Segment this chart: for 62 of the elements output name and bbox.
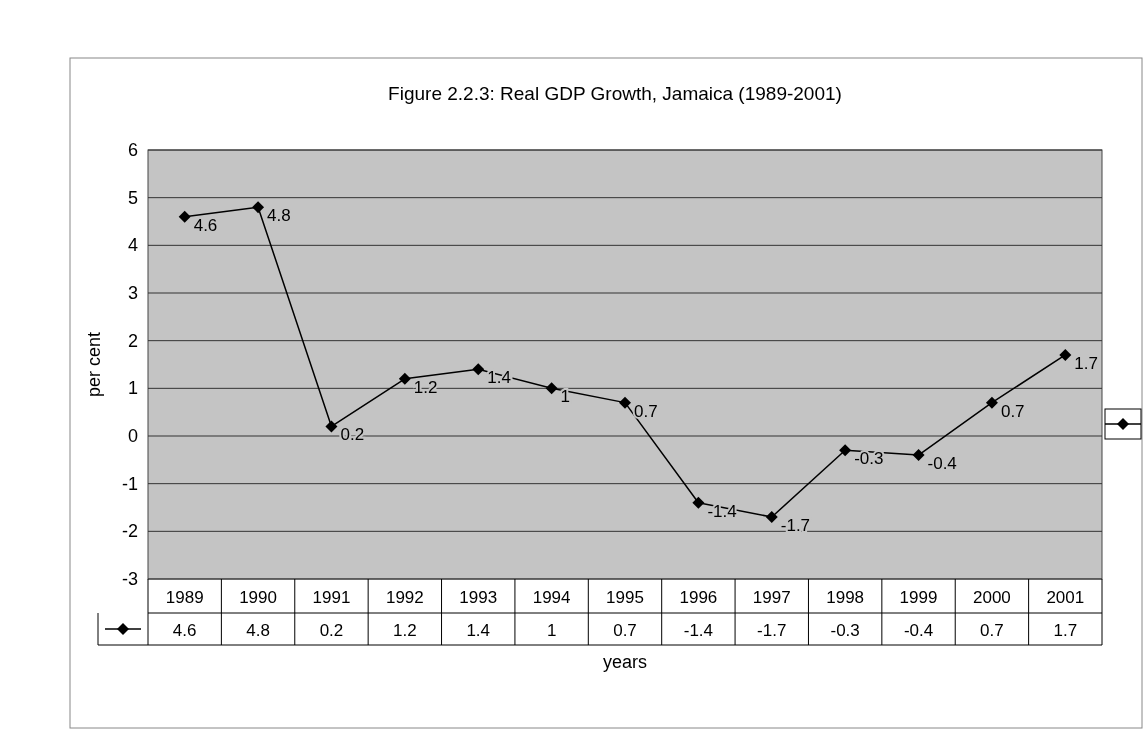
y-tick-label: -3 <box>121 569 138 589</box>
y-tick-label: 5 <box>127 187 138 208</box>
x-tick-label: 1995 <box>606 588 644 607</box>
point <box>619 396 631 409</box>
data-label: -0.4 <box>903 621 934 640</box>
data-label: 1.4 <box>466 621 491 640</box>
y-tick-label: -2 <box>121 521 138 542</box>
x-tick-label: 1999 <box>899 588 938 607</box>
x-tick-label: 1992 <box>385 588 424 607</box>
chart-title: Figure 2.2.3: Real GDP Growth, Jamaica (1989-2001) <box>388 83 842 104</box>
text: 0.7 <box>634 401 658 421</box>
point <box>839 444 852 457</box>
data-label: 1 <box>546 621 557 640</box>
data-label: 1.7 <box>1053 621 1078 640</box>
x-tick-label: 1996 <box>679 588 718 607</box>
y-tick-label: 2 <box>127 330 138 351</box>
text: -1.7 <box>780 516 811 536</box>
y-axis-title: per cent <box>84 331 104 398</box>
data-label: -0.3 <box>830 621 860 640</box>
text: 1.7 <box>1074 353 1098 373</box>
text: 4.6 <box>193 215 218 235</box>
point <box>325 420 338 433</box>
point <box>252 201 265 214</box>
point <box>178 210 191 223</box>
x-tick-label: 1989 <box>165 588 204 607</box>
point <box>398 372 411 385</box>
data-label: -1.7 <box>757 621 787 640</box>
data-label: 4.6 <box>172 621 197 640</box>
y-tick-label: 0 <box>127 426 138 446</box>
x-tick-label: 2000 <box>973 588 1011 607</box>
data-label: 4.8 <box>246 621 270 640</box>
text: 0.7 <box>1000 401 1025 421</box>
point <box>985 396 998 409</box>
data-label: 0.7 <box>613 621 637 640</box>
data-label: -1.4 <box>683 621 714 640</box>
point <box>692 496 705 509</box>
text: -0.4 <box>927 454 957 474</box>
x-tick-label: 1994 <box>532 588 571 607</box>
x-tick-label: 2001 <box>1046 588 1085 607</box>
data-label: 1.2 <box>393 621 417 640</box>
y-tick-label: 4 <box>127 235 138 256</box>
text: 0.2 <box>340 425 365 445</box>
point <box>472 363 485 376</box>
y-tick-label: 6 <box>127 140 138 160</box>
data-label: 0.2 <box>319 621 344 640</box>
text: 1 <box>560 387 571 407</box>
text: -0.3 <box>854 449 884 469</box>
y-tick-label: 1 <box>127 378 138 399</box>
y-tick-label: -1 <box>121 473 138 494</box>
x-tick-label: 1990 <box>239 588 277 607</box>
point <box>545 382 558 395</box>
data-label: 0.7 <box>980 621 1004 640</box>
text: 4.8 <box>267 206 291 226</box>
point <box>765 511 778 524</box>
x-axis-title: years <box>602 652 648 672</box>
point <box>912 449 925 462</box>
x-tick-label: 1997 <box>752 588 791 607</box>
x-tick-label: 1998 <box>826 588 865 607</box>
point <box>1059 348 1072 361</box>
x-tick-label: 1991 <box>312 588 351 607</box>
x-tick-label: 1993 <box>459 588 498 607</box>
y-tick-label: 3 <box>127 283 138 303</box>
